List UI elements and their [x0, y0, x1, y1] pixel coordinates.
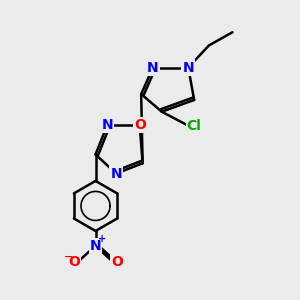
Text: O: O [111, 255, 123, 269]
Text: −: − [64, 252, 73, 262]
Text: +: + [98, 234, 106, 244]
Text: Cl: Cl [187, 119, 202, 134]
Text: N: N [101, 118, 113, 132]
Text: N: N [147, 61, 159, 75]
Text: N: N [182, 61, 194, 75]
Text: N: N [90, 239, 101, 253]
Text: N: N [110, 167, 122, 181]
Text: O: O [134, 118, 146, 132]
Text: O: O [68, 255, 80, 269]
